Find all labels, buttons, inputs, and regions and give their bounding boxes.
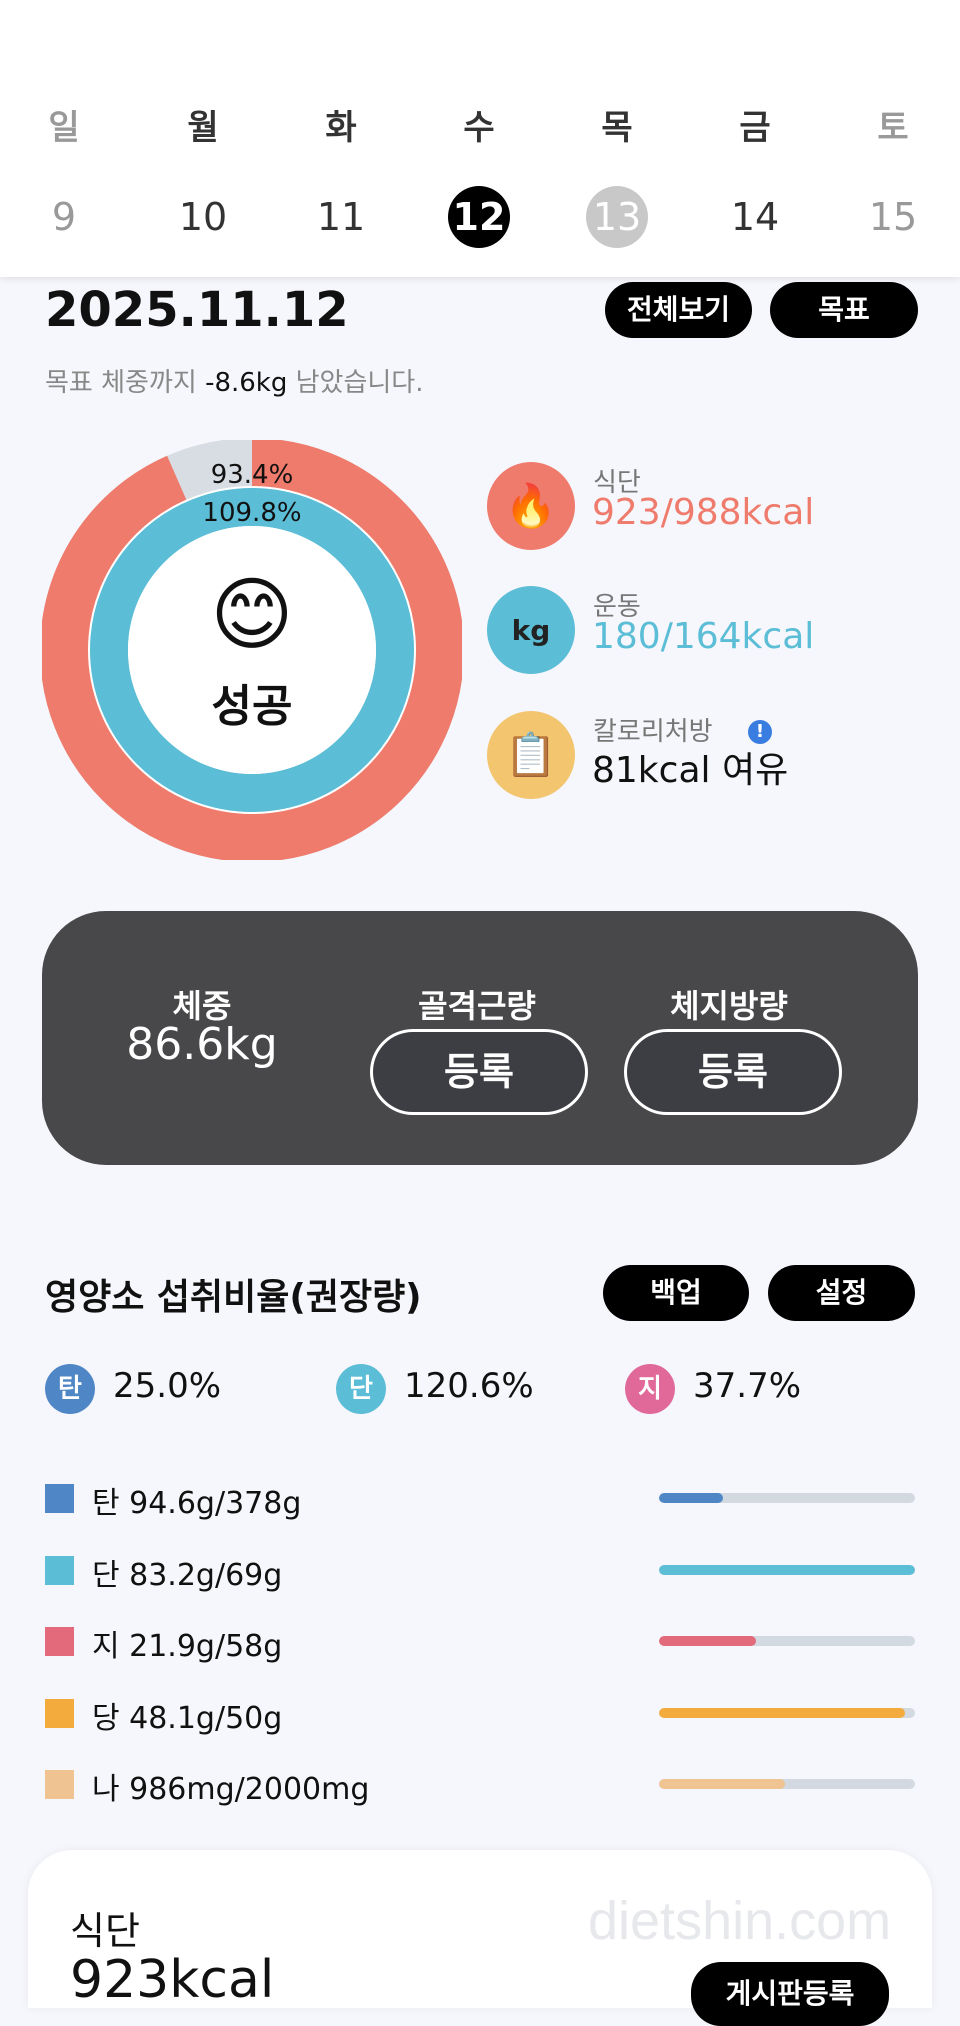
- ratio-badge: 지: [625, 1364, 675, 1414]
- date-11[interactable]: 11: [316, 195, 366, 239]
- week-calendar: 일 월 화 수 목 금 토 9 10 11 12 13 14 15: [0, 0, 960, 277]
- stat-label: 운동: [593, 592, 641, 622]
- nutrient-bar-fill: [659, 1779, 786, 1789]
- nutrient-amount: 나 986mg/2000mg: [92, 1772, 370, 1807]
- goal-button[interactable]: 목표: [770, 282, 918, 338]
- inner-percent: 109.8%: [202, 498, 302, 528]
- weekday-label: 토: [877, 108, 909, 148]
- backup-button[interactable]: 백업: [603, 1265, 749, 1321]
- weekday-label: 월: [187, 108, 219, 148]
- weight-value: 86.6kg: [126, 1019, 278, 1070]
- outer-ring-progress: [42, 440, 462, 860]
- date-13[interactable]: 13: [586, 186, 648, 248]
- nutrient-bar-fill: [659, 1636, 756, 1646]
- meal-title: 식단: [70, 1909, 140, 1953]
- nutrient-amount: 지 21.9g/58g: [92, 1629, 283, 1664]
- nutrient-swatch: [45, 1484, 74, 1513]
- nutrient-swatch: [45, 1770, 74, 1799]
- nutrient-bar-fill: [659, 1493, 723, 1503]
- register-muscle-button[interactable]: 등록: [370, 1029, 588, 1115]
- meal-kcal: 923kcal: [70, 1950, 275, 2010]
- weekday-label: 금: [739, 108, 771, 148]
- fire-icon-glyph: 🔥: [504, 481, 558, 530]
- ratio-value: 25.0%: [113, 1366, 222, 1406]
- weight-label: 체중: [172, 987, 232, 1025]
- calorie-donut: [42, 440, 462, 860]
- weekday-label: 목: [601, 108, 633, 148]
- outer-percent: 93.4%: [210, 460, 294, 490]
- muscle-label: 골격근량: [418, 987, 536, 1025]
- date-12[interactable]: 12: [448, 186, 510, 248]
- fire-icon: 🔥: [487, 462, 575, 550]
- nutrient-swatch: [45, 1555, 74, 1585]
- stat-label: 식단: [593, 468, 641, 498]
- ratio-badge: 탄: [45, 1364, 95, 1414]
- stat-value: 923/988kcal: [592, 492, 815, 533]
- ratio-value: 37.7%: [693, 1366, 802, 1406]
- date-14[interactable]: 14: [730, 195, 780, 239]
- smile-emoji-icon: 😊: [210, 568, 294, 661]
- info-icon[interactable]: !: [748, 720, 772, 744]
- clipboard-icon: 📋: [487, 711, 575, 799]
- nutrient-amount: 탄 94.6g/378g: [92, 1486, 302, 1521]
- status-label: 성공: [211, 681, 293, 732]
- ratio-value: 120.6%: [404, 1366, 534, 1406]
- nutrient-swatch: [45, 1627, 74, 1656]
- date-9[interactable]: 9: [51, 195, 77, 239]
- post-to-board-button[interactable]: 게시판등록: [691, 1962, 889, 2026]
- nutrient-bar: [659, 1564, 915, 1575]
- stat-label: 칼로리처방: [593, 717, 713, 747]
- nutrient-bar: [659, 1493, 915, 1503]
- body-composition-card: 체중 86.6kg 골격근량 등록 체지방량 등록: [42, 911, 918, 1165]
- register-fat-button[interactable]: 등록: [624, 1029, 842, 1115]
- weekday-label: 화: [325, 108, 357, 148]
- nutrient-bar-fill: [659, 1564, 915, 1575]
- nutrient-bar: [659, 1779, 915, 1789]
- stat-value: 180/164kcal: [592, 616, 815, 657]
- date-10[interactable]: 10: [178, 195, 228, 239]
- ratio-badge: 단: [336, 1364, 386, 1414]
- nutrient-bar: [659, 1707, 915, 1718]
- goal-remaining: 목표 체중까지 -8.6kg 남았습니다.: [45, 368, 424, 398]
- inner-ring-progress: [90, 488, 414, 812]
- stat-value: 81kcal 여유: [592, 750, 789, 791]
- nutrient-amount: 당 48.1g/50g: [92, 1700, 283, 1736]
- nutrient-amount: 단 83.2g/69g: [92, 1557, 283, 1593]
- meal-card: dietshin.com 식단 923kcal 게시판등록: [28, 1850, 932, 2026]
- nutrient-bar: [659, 1636, 915, 1646]
- date-15[interactable]: 15: [868, 195, 918, 239]
- nutrient-swatch: [45, 1698, 74, 1728]
- fat-label: 체지방량: [670, 987, 788, 1025]
- weekday-label: 수: [463, 108, 495, 148]
- watermark-logo: dietshin.com: [588, 1891, 892, 1951]
- selected-date: 2025.11.12: [45, 282, 349, 338]
- kettlebell-icon-glyph: kg: [511, 613, 551, 647]
- nutrient-title: 영양소 섭취비율(권장량): [45, 1277, 422, 1318]
- clipboard-icon-glyph: 📋: [504, 730, 558, 779]
- nutrient-bar-fill: [659, 1707, 906, 1718]
- settings-button[interactable]: 설정: [768, 1265, 915, 1321]
- kettlebell-icon: kg: [487, 586, 575, 674]
- weekday-label: 일: [48, 108, 80, 148]
- view-all-button[interactable]: 전체보기: [605, 282, 752, 338]
- donut-center: [128, 526, 376, 774]
